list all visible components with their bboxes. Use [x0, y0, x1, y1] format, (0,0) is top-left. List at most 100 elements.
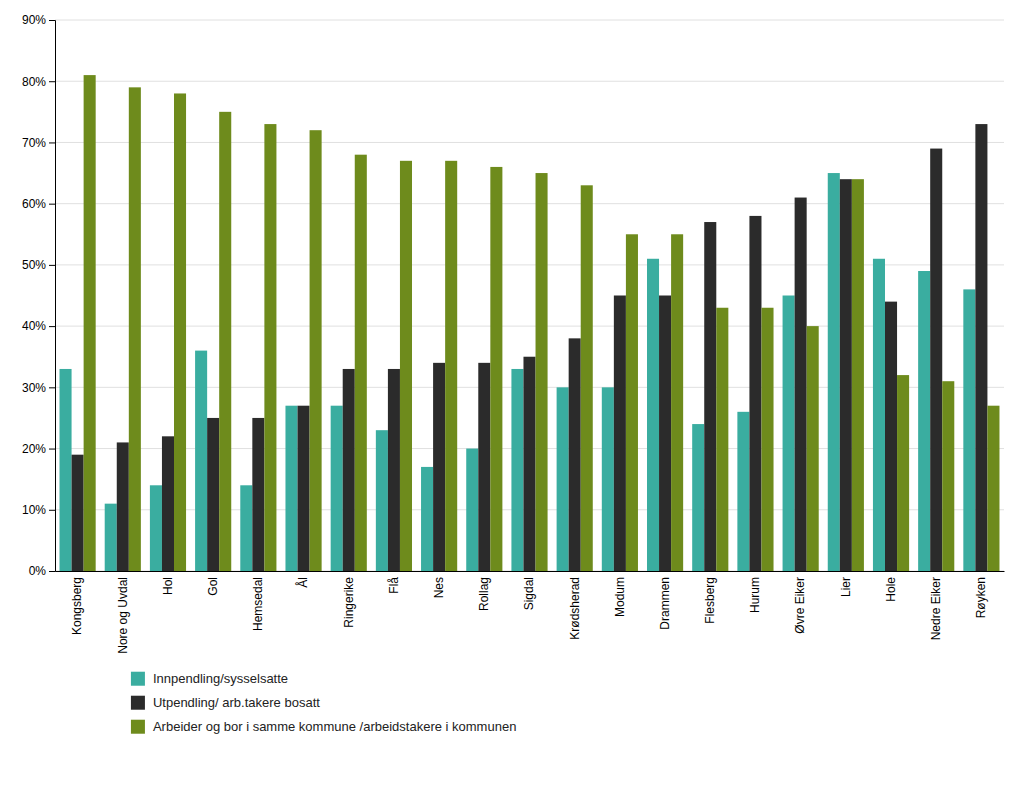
y-tick: 50% — [22, 258, 55, 272]
bar — [523, 357, 535, 571]
bar — [298, 406, 310, 571]
bar — [614, 296, 626, 572]
bar — [150, 485, 162, 571]
x-tick: Hemsedal — [251, 577, 265, 631]
x-tick-label: Ål — [295, 577, 310, 588]
y-tick-mark — [49, 326, 55, 327]
x-tick-label: Røyken — [974, 577, 988, 618]
y-tick-mark — [49, 20, 55, 21]
x-tick: Nes — [432, 577, 446, 598]
bar — [60, 369, 72, 571]
y-tick-label: 30% — [22, 381, 46, 395]
bar — [942, 381, 954, 571]
y-tick: 20% — [22, 442, 55, 456]
x-tick-label: Rollag — [477, 577, 491, 611]
x-tick-label: Gol — [206, 577, 220, 596]
x-tick-label: Sigdal — [522, 577, 536, 610]
legend-label: Utpendling/ arb.takere bosatt — [153, 695, 320, 710]
bar — [72, 455, 84, 571]
bar — [466, 449, 478, 571]
bar — [692, 424, 704, 571]
x-tick-label: Hol — [161, 577, 175, 595]
bar — [828, 173, 840, 571]
y-tick-label: 90% — [22, 13, 46, 27]
bar — [795, 198, 807, 571]
legend-item: Arbeider og bor i samme kommune /arbeids… — [131, 719, 516, 734]
bar — [963, 289, 975, 571]
x-tick: Krødsherad — [568, 577, 582, 640]
bar — [264, 124, 276, 571]
x-tick: Nore og Uvdal — [116, 577, 130, 654]
bar — [783, 296, 795, 572]
x-tick: Røyken — [974, 577, 988, 618]
bar-series — [84, 75, 1000, 571]
chart-svg: 0%10%20%30%40%50%60%70%80%90%KongsbergNo… — [0, 0, 1024, 786]
bar — [388, 369, 400, 571]
bar — [897, 375, 909, 571]
bars — [60, 75, 1000, 571]
bar — [626, 234, 638, 571]
y-tick-label: 20% — [22, 442, 46, 456]
bar — [421, 467, 433, 571]
legend-swatch — [131, 672, 145, 686]
bar — [162, 436, 174, 571]
bar-series — [60, 173, 976, 571]
legend-swatch — [131, 696, 145, 710]
x-tick: Hole — [884, 577, 898, 602]
bar — [918, 271, 930, 571]
y-tick-label: 50% — [22, 258, 46, 272]
x-tick-label: Nes — [432, 577, 446, 598]
x-tick: Flesberg — [703, 577, 717, 624]
y-tick-label: 40% — [22, 319, 46, 333]
x-tick: Rollag — [477, 577, 491, 611]
legend-label: Innpendling/sysselsatte — [153, 671, 288, 686]
bar — [671, 234, 683, 571]
x-tick-label: Hurum — [748, 577, 762, 613]
x-tick-label: Kongsberg — [70, 577, 84, 635]
y-tick-mark — [49, 449, 55, 450]
grid-line — [55, 81, 1004, 82]
legend: Innpendling/sysselsatte Utpendling/ arb.t… — [131, 671, 516, 734]
bar — [930, 149, 942, 571]
bar — [490, 167, 502, 571]
y-tick: 70% — [22, 136, 55, 150]
x-tick-label: Øvre Eiker — [793, 577, 807, 634]
bar — [355, 155, 367, 571]
y-tick-mark — [49, 571, 55, 572]
bar — [557, 387, 569, 571]
bar — [240, 485, 252, 571]
x-tick-label: Drammen — [658, 577, 672, 630]
y-tick-mark — [49, 81, 55, 82]
x-tick-label: Flesberg — [703, 577, 717, 624]
legend-item: Utpendling/ arb.takere bosatt — [131, 695, 320, 710]
x-tick-label: Flå — [387, 577, 401, 594]
bar-series — [72, 124, 988, 571]
x-tick-label: Modum — [613, 577, 627, 617]
bar — [987, 406, 999, 571]
x-tick: Nedre Eiker — [929, 577, 943, 640]
y-tick: 0% — [29, 564, 55, 578]
bar — [433, 363, 445, 571]
bar — [569, 338, 581, 571]
x-tick-label: Hole — [884, 577, 898, 602]
bar — [195, 351, 207, 571]
bar — [400, 161, 412, 571]
bar — [716, 308, 728, 571]
x-tick: Lier — [839, 577, 853, 597]
y-tick-label: 60% — [22, 197, 46, 211]
y-tick-label: 10% — [22, 503, 46, 517]
bar — [511, 369, 523, 571]
x-tick-label: Hemsedal — [251, 577, 265, 631]
x-tick: Ål — [295, 577, 310, 588]
x-tick-label: Nedre Eiker — [929, 577, 943, 640]
bar — [445, 161, 457, 571]
x-tick-label: Ringerike — [342, 577, 356, 628]
bar — [749, 216, 761, 571]
y-tick-label: 70% — [22, 136, 46, 150]
x-tick-label: Nore og Uvdal — [116, 577, 130, 654]
bar — [310, 130, 322, 571]
y-tick: 90% — [22, 13, 55, 27]
x-tick: Modum — [613, 577, 627, 617]
bar — [105, 504, 117, 571]
legend-label: Arbeider og bor i samme kommune /arbeids… — [153, 719, 516, 734]
